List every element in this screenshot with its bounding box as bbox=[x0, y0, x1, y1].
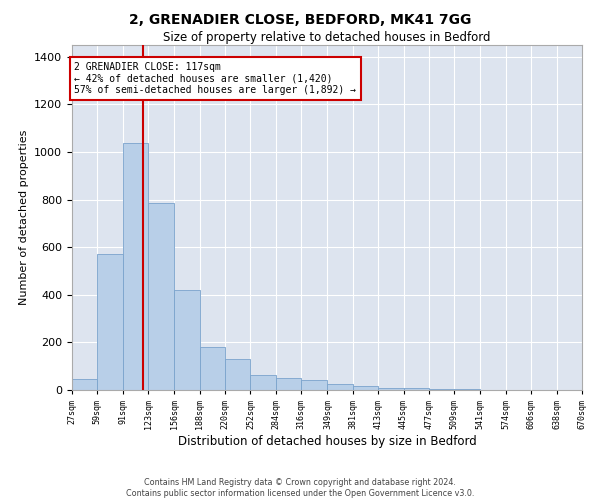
Bar bbox=[200, 347, 225, 390]
X-axis label: Distribution of detached houses by size in Bedford: Distribution of detached houses by size … bbox=[178, 434, 476, 448]
Text: 2, GRENADIER CLOSE, BEDFORD, MK41 7GG: 2, GRENADIER CLOSE, BEDFORD, MK41 7GG bbox=[129, 12, 471, 26]
Bar bbox=[353, 386, 378, 390]
Bar bbox=[301, 380, 328, 390]
Bar bbox=[72, 380, 97, 390]
Bar bbox=[175, 290, 200, 390]
Bar bbox=[378, 388, 404, 390]
Y-axis label: Number of detached properties: Number of detached properties bbox=[19, 130, 29, 305]
Bar bbox=[97, 254, 123, 390]
Bar bbox=[250, 374, 276, 390]
Bar bbox=[148, 203, 175, 390]
Bar bbox=[225, 359, 250, 390]
Bar bbox=[276, 378, 301, 390]
Text: Contains HM Land Registry data © Crown copyright and database right 2024.
Contai: Contains HM Land Registry data © Crown c… bbox=[126, 478, 474, 498]
Bar bbox=[328, 384, 353, 390]
Title: Size of property relative to detached houses in Bedford: Size of property relative to detached ho… bbox=[163, 31, 491, 44]
Bar bbox=[123, 142, 148, 390]
Bar bbox=[429, 389, 454, 390]
Text: 2 GRENADIER CLOSE: 117sqm
← 42% of detached houses are smaller (1,420)
57% of se: 2 GRENADIER CLOSE: 117sqm ← 42% of detac… bbox=[74, 62, 356, 95]
Bar bbox=[404, 388, 429, 390]
